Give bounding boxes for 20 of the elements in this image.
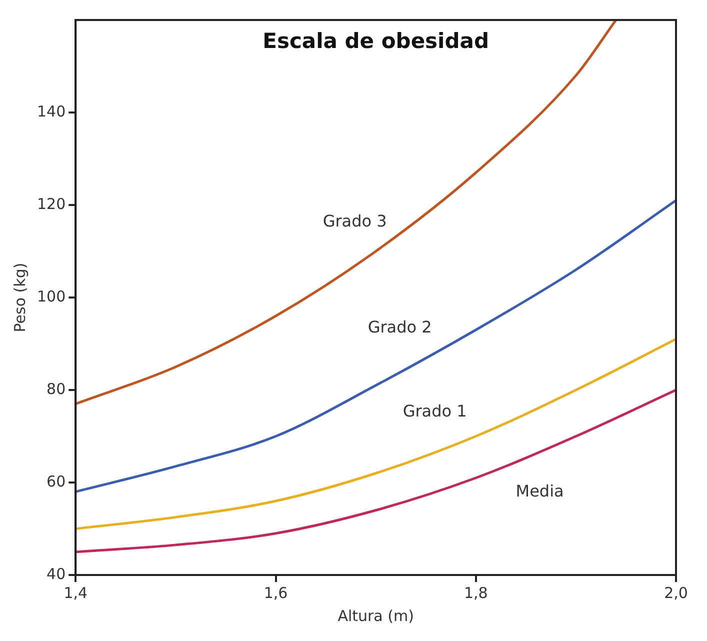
y-tick-label: 140	[36, 102, 66, 120]
y-tick-label: 100	[36, 287, 66, 306]
y-tick-label: 40	[46, 564, 66, 583]
x-axis-title: Altura (m)	[338, 606, 414, 625]
series-label: Media	[516, 481, 564, 500]
y-tick-label: 60	[46, 472, 66, 490]
series-label: Grado 3	[322, 211, 387, 230]
series-label: Grado 1	[402, 401, 467, 420]
y-axis-title: Peso (kg)	[10, 262, 29, 332]
line-series	[76, 20, 618, 406]
line-series	[76, 388, 676, 554]
line-series	[76, 338, 676, 530]
x-tick-label: 1,8	[464, 584, 488, 602]
x-tick-label: 1,6	[264, 584, 288, 602]
x-tick-label: 1,4	[64, 584, 88, 602]
series-label: Grado 2	[368, 318, 432, 337]
x-tick-label: 2,0	[664, 584, 688, 602]
y-tick-label: 120	[36, 194, 66, 213]
y-tick-label: 80	[46, 380, 66, 398]
chart-title: Escala de obesidad	[262, 28, 490, 53]
